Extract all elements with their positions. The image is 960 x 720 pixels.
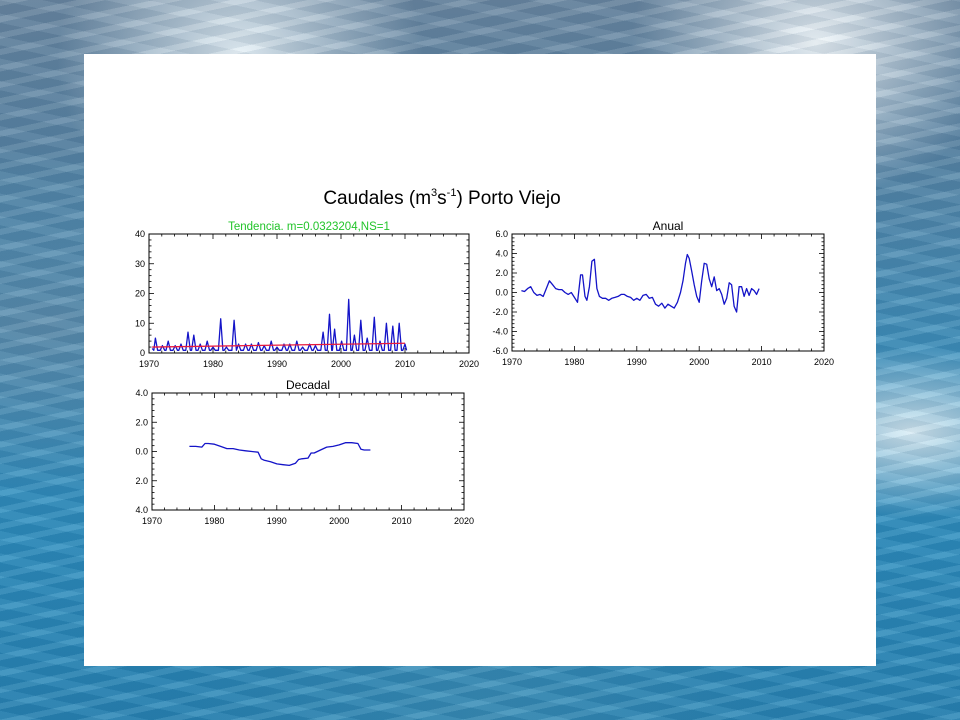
anual-y-tick-label: -6.0 [492, 346, 508, 356]
decadal-y-tick-label: 2.0 [135, 417, 148, 427]
anual-y-tick-label: -4.0 [492, 327, 508, 337]
anual-x-tick-label: 1970 [502, 357, 522, 367]
decadal-x-tick-label: 2020 [454, 516, 474, 526]
title-part-2: s [437, 188, 447, 209]
monthly-y-tick-label: 40 [135, 229, 145, 239]
monthly-x-tick-label: 1990 [267, 359, 287, 369]
monthly-y-tick-label: 20 [135, 289, 145, 299]
anual-x-tick-label: 2000 [689, 357, 709, 367]
decadal-y-tick-label: 4.0 [135, 388, 148, 398]
figure: Caudales (m3s-1) Porto Viejo 1970 1980 199… [135, 187, 834, 526]
anual-y-tick-label: 6.0 [495, 229, 508, 239]
monthly-y-tick-label: 30 [135, 259, 145, 269]
monthly-x-tick-label: 1970 [139, 359, 159, 369]
slide-panel: Caudales (m3s-1) Porto Viejo 1970 1980 199… [84, 54, 876, 666]
monthly-x-tick-label: 1980 [203, 359, 223, 369]
chart-monthly: 1970 1980 1990 2000 2010 2020 0 10 20 30 40 Tendenc… [135, 221, 479, 369]
monthly-series-line [151, 298, 408, 351]
title-part-1: Caudales (m [323, 188, 431, 209]
title-sup-1: 3 [431, 187, 437, 199]
monthly-chart-title: Tendencia. m=0.0323204,NS=1 [228, 221, 390, 233]
anual-plot-frame [511, 233, 825, 352]
decadal-chart-title: Decadal [286, 378, 330, 392]
monthly-x-tick-label: 2010 [395, 359, 415, 369]
decadal-x-tick-label: 2010 [392, 516, 412, 526]
chart-anual: 1970 1980 1990 2000 2010 2020 6.0 4.0 2.0 0.0 -2.0… [492, 219, 834, 367]
anual-x-tick-label: 1980 [564, 357, 584, 367]
anual-y-tick-label: 2.0 [495, 268, 508, 278]
decadal-x-tick-label: 1970 [142, 516, 162, 526]
decadal-x-tick-label: 1980 [204, 516, 224, 526]
decadal-y-tick-label: 0.0 [135, 447, 148, 457]
anual-y-tick-label: 0.0 [495, 288, 508, 298]
decadal-series-line [189, 442, 371, 467]
decadal-plot-frame [151, 392, 465, 511]
anual-x-tick-label: 2020 [814, 357, 834, 367]
anual-series-line [521, 253, 760, 313]
decadal-x-tick-label: 1990 [267, 516, 287, 526]
anual-x-tick-label: 1990 [627, 357, 647, 367]
anual-x-tick-label: 2010 [752, 357, 772, 367]
anual-y-tick-label: -2.0 [492, 307, 508, 317]
decadal-x-tick-label: 2000 [329, 516, 349, 526]
decadal-y-tick-label: 4.0 [135, 505, 148, 515]
monthly-x-tick-label: 2020 [459, 359, 479, 369]
monthly-trend-line [152, 342, 406, 348]
title-sup-2: -1 [447, 187, 457, 199]
title-part-3: ) Porto Viejo [456, 188, 560, 209]
anual-y-tick-label: 4.0 [495, 249, 508, 259]
monthly-x-tick-label: 2000 [331, 359, 351, 369]
slide-title: Caudales (m3s-1) Porto Viejo [323, 187, 560, 209]
monthly-plot-frame [148, 233, 470, 354]
decadal-y-tick-label: 2.0 [135, 476, 148, 486]
chart-decadal: 1970 1980 1990 2000 2010 2020 4.0 2.0 0.0 2.0 4.0 D… [135, 378, 474, 526]
monthly-y-tick-label: 10 [135, 318, 145, 328]
monthly-y-tick-label: 0 [140, 348, 145, 358]
anual-chart-title: Anual [653, 219, 684, 233]
